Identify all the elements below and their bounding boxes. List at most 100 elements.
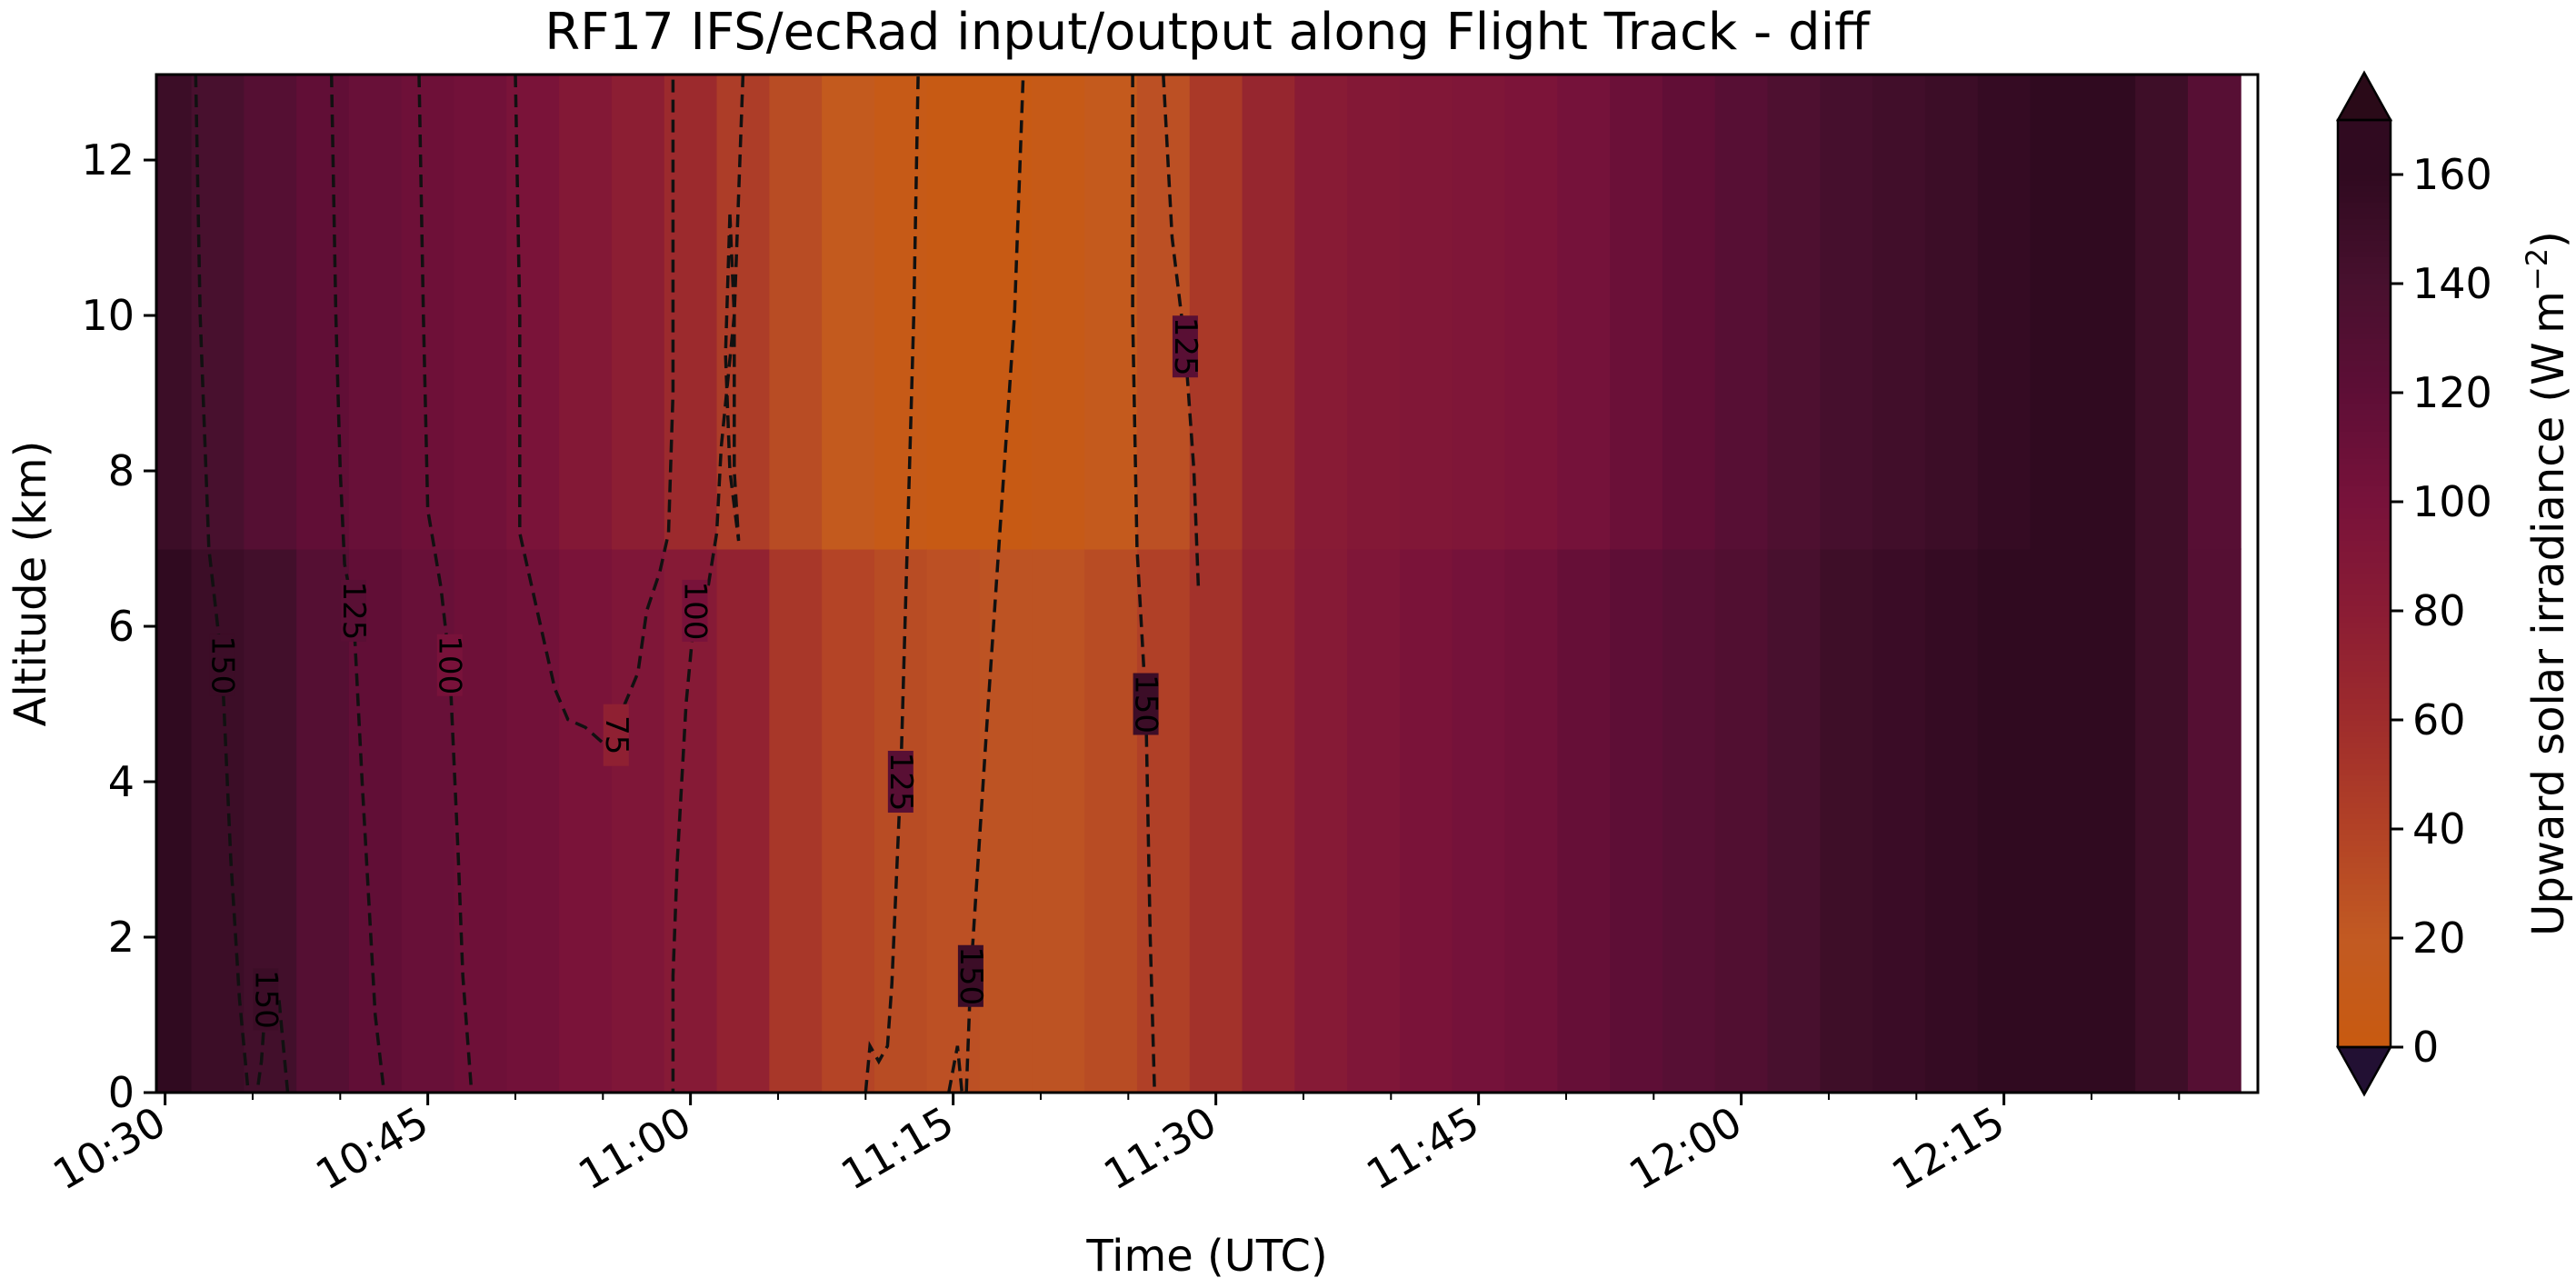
colorbar-segment bbox=[2338, 654, 2391, 661]
colorbar-segment bbox=[2338, 262, 2391, 268]
colorbar-segment bbox=[2338, 802, 2391, 808]
colorbar-segment bbox=[2338, 665, 2391, 672]
colorbar-segment bbox=[2338, 725, 2391, 732]
colorbar-segment bbox=[2338, 218, 2391, 225]
colorbar-segment bbox=[2338, 235, 2391, 241]
colorbar-segment bbox=[2338, 1014, 2391, 1021]
colorbar-segment bbox=[2338, 911, 2391, 917]
x-tick-label: 11:45 bbox=[1358, 1097, 1487, 1200]
colorbar-segment bbox=[2338, 982, 2391, 988]
heatmap-cell-low bbox=[1872, 548, 1926, 1093]
colorbar-segment bbox=[2338, 251, 2391, 257]
colorbar-segment bbox=[2338, 894, 2391, 901]
heatmap-cell-low bbox=[1032, 548, 1086, 1093]
contour-label-bg bbox=[436, 634, 463, 696]
colorbar-segment bbox=[2338, 491, 2391, 497]
heatmap-cell-high bbox=[2030, 75, 2084, 550]
colorbar-segment bbox=[2338, 125, 2391, 132]
colorbar: 0 20 40 60 80 100 120 140 160 bbox=[2335, 70, 2492, 1097]
y-axis-label: Altitude (km) bbox=[5, 441, 56, 727]
contour-label: 125 bbox=[883, 753, 919, 812]
x-tick-label: 11:00 bbox=[570, 1097, 699, 1200]
heatmap-cell-low bbox=[1136, 548, 1191, 1093]
heatmap-cell-high bbox=[1872, 75, 1926, 550]
colorbar-segment bbox=[2338, 158, 2391, 165]
colorbar-segment bbox=[2338, 747, 2391, 754]
colorbar-segment bbox=[2338, 458, 2391, 464]
colorbar-segment bbox=[2338, 884, 2391, 890]
colorbar-segment bbox=[2338, 944, 2391, 950]
colorbar-tick-label: 20 bbox=[2412, 914, 2466, 963]
heatmap-cell-high bbox=[1452, 75, 1506, 550]
colorbar-segment bbox=[2338, 938, 2391, 944]
heatmap-cell-low bbox=[1452, 548, 1506, 1093]
colorbar-segment bbox=[2338, 256, 2391, 263]
heatmap-cell-low bbox=[506, 548, 561, 1093]
colorbar-segment bbox=[2338, 404, 2391, 410]
colorbar-segment bbox=[2338, 284, 2391, 290]
heatmap-cell-high bbox=[1504, 75, 1559, 550]
heatmap-cell-low bbox=[1242, 548, 1296, 1093]
colorbar-segment bbox=[2338, 845, 2391, 852]
x-tick-label: 12:00 bbox=[1621, 1097, 1750, 1200]
heatmap-cell-high bbox=[296, 75, 350, 550]
heatmap-cell-low bbox=[1977, 548, 2032, 1093]
heatmap-cell-high bbox=[1924, 75, 1979, 550]
y-tick-label: 4 bbox=[108, 757, 135, 806]
heatmap-cell-high bbox=[2187, 75, 2242, 550]
x-tick-label: 11:30 bbox=[1095, 1097, 1224, 1200]
colorbar-label-text: Upward solar irradiance (W m bbox=[2523, 291, 2574, 936]
colorbar-segment bbox=[2338, 954, 2391, 961]
heatmap-cell-high bbox=[1820, 75, 1874, 550]
heatmap-cell-high bbox=[191, 75, 245, 550]
chart-title: RF17 IFS/ecRad input/output along Flight… bbox=[544, 3, 1871, 62]
colorbar-segment bbox=[2338, 824, 2391, 830]
heatmap-cell-high bbox=[1084, 75, 1138, 550]
heatmap-cell-high bbox=[611, 75, 665, 550]
colorbar-segment bbox=[2338, 387, 2391, 394]
colorbar-segment bbox=[2338, 927, 2391, 934]
colorbar-segment bbox=[2338, 976, 2391, 983]
colorbar-frame bbox=[2336, 118, 2392, 1049]
colorbar-segment bbox=[2338, 1009, 2391, 1015]
colorbar-segment bbox=[2338, 196, 2391, 203]
colorbar-segment bbox=[2338, 436, 2391, 443]
colorbar-segment bbox=[2338, 764, 2391, 770]
colorbar-segment bbox=[2338, 971, 2391, 977]
heatmap-cell-high bbox=[156, 75, 193, 550]
contour-line-100 bbox=[417, 75, 474, 1093]
colorbar-segment bbox=[2338, 796, 2391, 803]
colorbar-tick-label: 80 bbox=[2412, 586, 2466, 635]
colorbar-segment bbox=[2338, 382, 2391, 388]
colorbar-segment bbox=[2338, 867, 2391, 874]
contour-line-150 bbox=[947, 75, 1025, 1093]
colorbar-segment bbox=[2338, 584, 2391, 590]
colorbar-segment bbox=[2338, 736, 2391, 743]
colorbar-segment bbox=[2338, 889, 2391, 895]
colorbar-segment bbox=[2338, 687, 2391, 694]
colorbar-segment bbox=[2338, 840, 2391, 846]
colorbar-segment bbox=[2338, 316, 2391, 323]
colorbar-segment bbox=[2338, 714, 2391, 721]
heatmap-cell-high bbox=[1610, 75, 1663, 550]
heatmap-cell-high bbox=[874, 75, 928, 550]
colorbar-segment bbox=[2338, 224, 2391, 230]
heatmap-cells bbox=[156, 75, 2242, 1093]
colorbar-segment bbox=[2338, 949, 2391, 955]
heatmap-cell-high bbox=[1347, 75, 1401, 550]
y-tick-label: 6 bbox=[108, 602, 135, 651]
colorbar-segment bbox=[2338, 480, 2391, 486]
heatmap-cell-low bbox=[156, 548, 193, 1093]
colorbar-segment bbox=[2338, 611, 2391, 617]
colorbar-segment bbox=[2338, 922, 2391, 928]
heatmap-cell-low bbox=[1189, 548, 1243, 1093]
heatmap-cell-high bbox=[1399, 75, 1453, 550]
colorbar-segment bbox=[2338, 240, 2391, 246]
contour-label-bg bbox=[1133, 673, 1159, 735]
colorbar-segment bbox=[2338, 693, 2391, 699]
colorbar-segment bbox=[2338, 578, 2391, 584]
contour-label-bg bbox=[253, 968, 279, 1031]
colorbar-segment bbox=[2338, 474, 2391, 481]
colorbar-segment bbox=[2338, 567, 2391, 574]
y-tick-label: 12 bbox=[81, 135, 135, 185]
